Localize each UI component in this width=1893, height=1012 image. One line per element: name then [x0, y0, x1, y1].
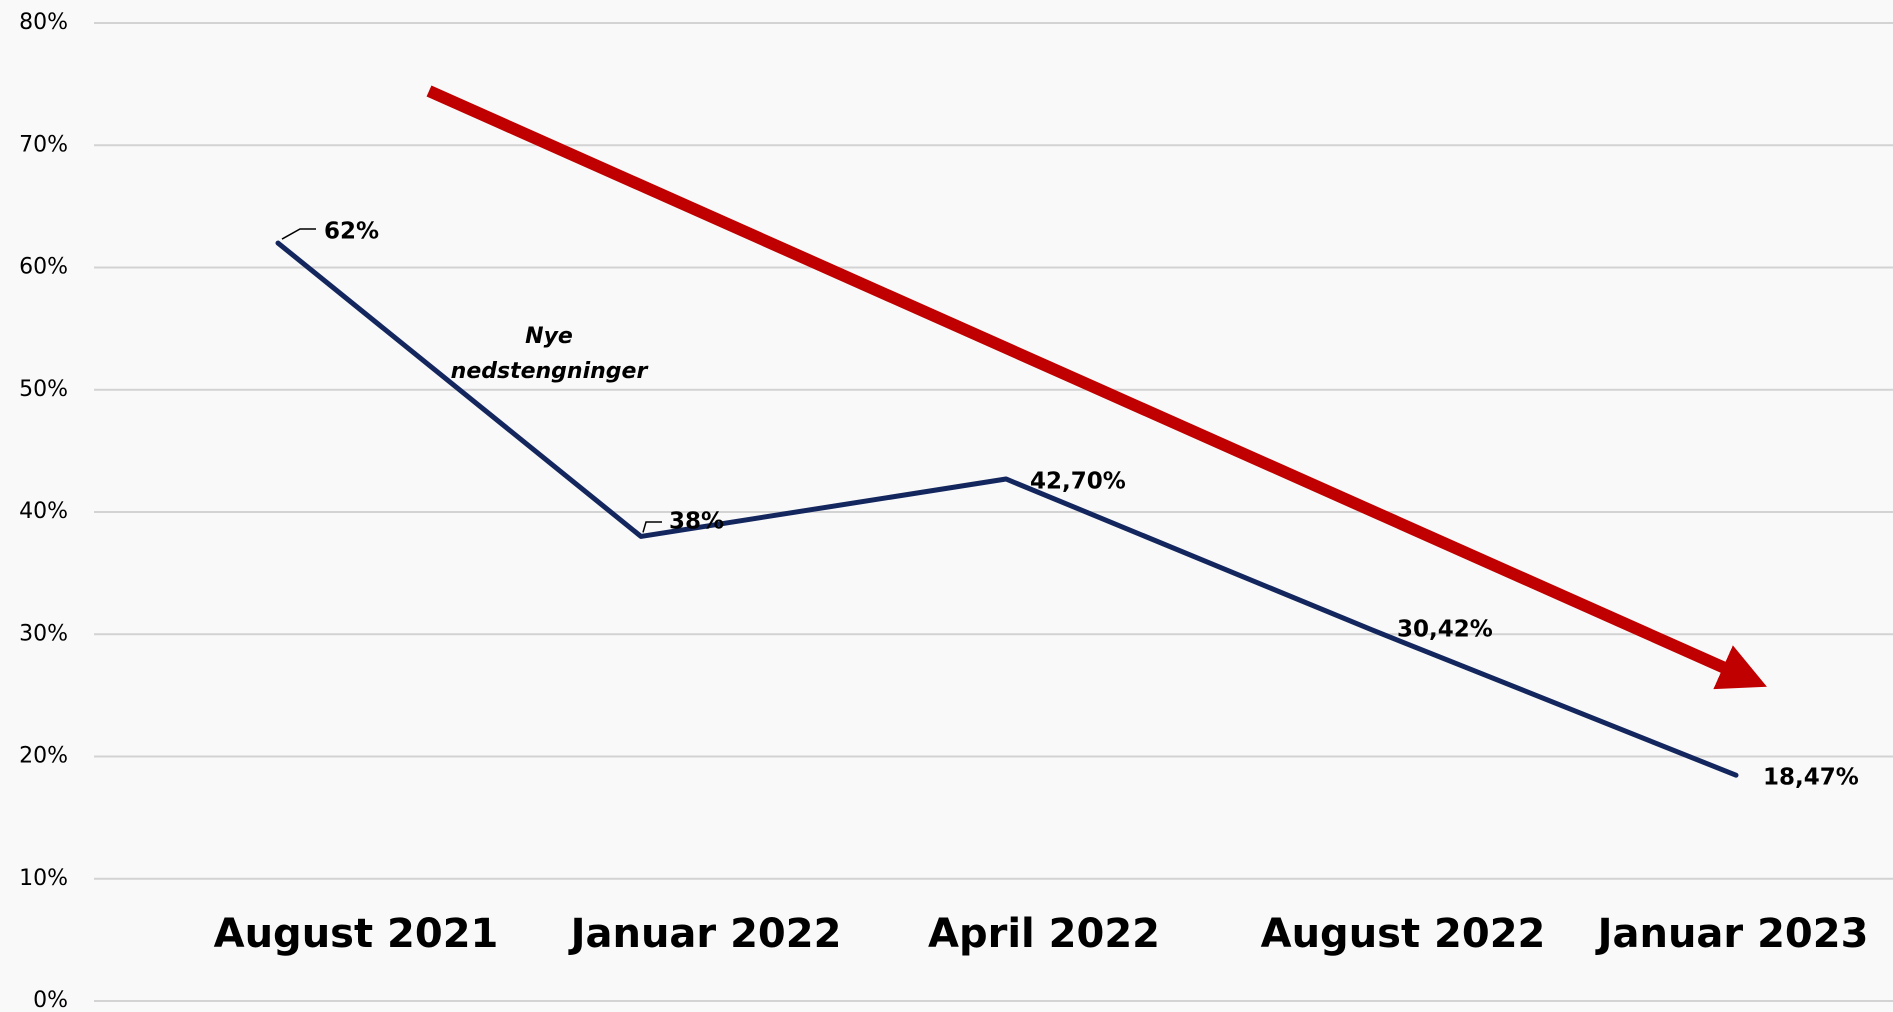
x-tick-label: August 2022	[1261, 911, 1546, 957]
y-tick-label: 40%	[19, 499, 68, 524]
data-label: 42,70%	[1030, 469, 1126, 495]
y-tick-label: 0%	[33, 988, 68, 1012]
annotation: Nye	[525, 324, 573, 349]
x-tick-label: Januar 2022	[568, 911, 842, 957]
trend-arrow	[426, 85, 1767, 690]
y-tick-label: 60%	[19, 255, 68, 280]
y-tick-label: 50%	[19, 377, 68, 402]
marks: August 2021 Januar 2022 April 2022 August 2…	[214, 219, 1869, 958]
leader-line	[642, 521, 662, 533]
data-label: 30,42%	[1397, 617, 1493, 643]
leader-line	[281, 228, 316, 240]
data-label: 38%	[669, 509, 724, 535]
data-label: 62%	[324, 219, 379, 245]
data-label: 18,47%	[1763, 765, 1859, 791]
series-line	[275, 240, 1739, 778]
grid: 0% 10% 20% 30% 40% 50% 60% 70% 80%	[19, 10, 1893, 1012]
y-tick-label: 80%	[19, 10, 68, 35]
x-tick-label: August 2021	[214, 911, 499, 957]
y-tick-label: 70%	[19, 132, 68, 157]
y-tick-label: 30%	[19, 621, 68, 646]
y-tick-label: 20%	[19, 744, 68, 769]
x-tick-label: Januar 2023	[1595, 911, 1869, 957]
annotation: nedstengninger	[451, 359, 649, 384]
y-tick-label: 10%	[19, 866, 68, 891]
x-tick-label: April 2022	[928, 911, 1160, 957]
